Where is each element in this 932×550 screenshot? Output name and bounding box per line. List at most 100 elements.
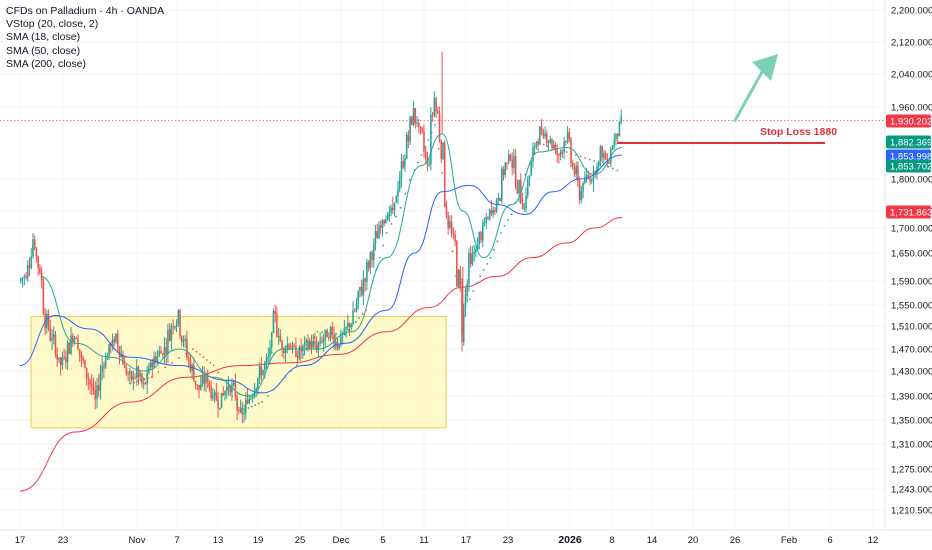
candle-body <box>193 364 195 381</box>
candle-body <box>611 146 614 151</box>
candle-body <box>450 221 453 234</box>
candle-body <box>66 342 69 363</box>
candle-body <box>170 325 173 341</box>
y-tick-label: 1,210.500 <box>891 506 932 517</box>
candle-body <box>75 338 78 340</box>
candle-body <box>521 203 524 210</box>
candle-body <box>142 382 145 384</box>
vstop-dot <box>457 278 460 281</box>
trend-arrow-shaft <box>733 70 764 122</box>
vstop-dot <box>299 359 302 361</box>
candle-body <box>461 286 463 343</box>
vstop-dot <box>547 145 550 147</box>
vstop-series <box>129 124 619 412</box>
candle-body <box>490 209 493 214</box>
vstop-dot <box>133 381 136 384</box>
candle-body <box>33 239 36 249</box>
candle-body <box>184 338 187 341</box>
candle-body <box>270 332 273 348</box>
candle-body <box>257 378 259 389</box>
legend-sma-200[interactable]: SMA (200, close) <box>6 57 86 70</box>
vstop-dot <box>602 163 605 166</box>
x-tick-label: 20 <box>688 535 699 546</box>
x-tick-label: 23 <box>503 535 514 546</box>
candle-body <box>445 206 448 216</box>
candle-body <box>149 362 152 368</box>
vstop-dot <box>556 148 559 150</box>
candle-body <box>158 350 161 356</box>
candle-body <box>80 354 83 358</box>
candle-body <box>174 326 176 328</box>
vstop-dot <box>461 286 464 288</box>
price-badge-label: 1,853.702 <box>890 161 932 172</box>
candle-body <box>575 165 577 175</box>
candle-body <box>25 276 27 278</box>
vstop-dot <box>372 280 374 282</box>
candle-body <box>262 370 264 375</box>
candle-body <box>383 220 385 224</box>
candle-body <box>130 371 133 380</box>
candle-body <box>265 356 268 363</box>
x-tick-label: Feb <box>781 535 797 546</box>
vstop-dot <box>479 275 482 278</box>
vstop-dot <box>510 213 513 216</box>
x-tick-label: 19 <box>253 535 264 546</box>
legend-vstop[interactable]: VStop (20, close, 2) <box>6 18 99 31</box>
y-tick-label: 1,650.000 <box>891 249 932 260</box>
vstop-dot <box>430 131 433 134</box>
vstop-dot <box>335 332 337 335</box>
candle-body <box>47 313 50 327</box>
candle-body <box>116 333 119 347</box>
candle-body <box>101 366 103 373</box>
candle-body <box>127 373 129 375</box>
candle-body <box>526 178 529 196</box>
time-axis: 17 23 Nov 7 13 19 25 Dec 5 11 17 23 2026 8 14 20 26 Feb 6 1… <box>0 529 932 546</box>
x-tick-label: 2026 <box>558 534 582 546</box>
candle-body <box>319 340 321 343</box>
candle-body <box>424 151 427 158</box>
candle-body <box>160 350 162 354</box>
y-tick-label: 1,390.000 <box>891 392 932 403</box>
legend-sma-18[interactable]: SMA (18, close) <box>6 31 81 44</box>
candle-body <box>466 283 469 295</box>
x-tick-label: 11 <box>419 535 429 546</box>
candle-body <box>488 209 491 220</box>
trend-arrow-head <box>752 54 778 81</box>
candle-body <box>206 375 209 382</box>
candle-body <box>168 329 171 341</box>
vstop-dot <box>444 203 447 206</box>
candle-body <box>509 154 512 160</box>
candle-body <box>353 310 356 312</box>
price-badge-label: 1,930.202 <box>890 116 932 127</box>
candle-body <box>321 340 323 343</box>
candle-body <box>258 366 261 379</box>
vstop-dot <box>313 336 315 339</box>
candle-body <box>547 142 550 144</box>
candle-body <box>485 217 488 223</box>
candle-body <box>544 133 546 137</box>
x-tick-label: 25 <box>295 535 306 546</box>
candle-body <box>348 323 351 328</box>
candle-body <box>359 286 361 292</box>
candle-body <box>177 310 180 324</box>
vstop-dot <box>143 378 146 381</box>
vstop-dot <box>448 224 450 227</box>
vstop-dot <box>351 325 354 327</box>
candle-body <box>263 362 266 371</box>
candle-body <box>528 175 531 179</box>
price-badge <box>886 205 931 219</box>
candle-body <box>452 233 455 235</box>
candle-body <box>96 385 98 400</box>
vstop-dot <box>575 154 577 156</box>
candle-body <box>155 356 157 362</box>
x-tick-label: 17 <box>15 535 26 546</box>
candle-body <box>219 407 221 409</box>
candle-body <box>449 221 451 228</box>
candle-body <box>61 357 64 366</box>
candle-body <box>187 357 190 360</box>
vstop-dot <box>199 353 201 356</box>
candle-body <box>535 141 538 147</box>
candle-body <box>615 133 617 140</box>
legend-sma-50[interactable]: SMA (50, close) <box>6 44 81 57</box>
